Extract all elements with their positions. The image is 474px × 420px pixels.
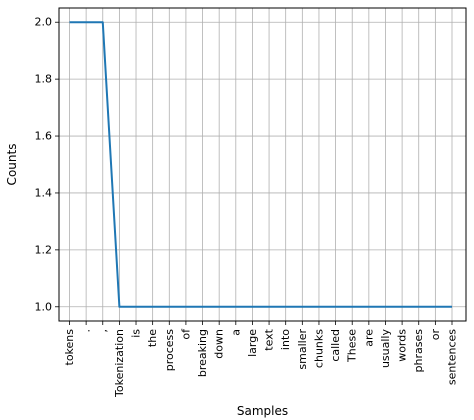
x-tick-label: the — [146, 329, 159, 347]
x-tick-label: tokens — [63, 329, 76, 366]
x-tick-label: or — [429, 329, 442, 341]
x-tick-label: text — [263, 328, 276, 350]
x-tick-label: are — [362, 329, 375, 347]
x-tick-label: These — [346, 329, 359, 363]
y-tick-label: 1.6 — [35, 130, 53, 143]
x-tick-label: smaller — [296, 329, 309, 370]
x-tick-label: sentences — [446, 329, 459, 385]
y-tick-label: 2.0 — [35, 16, 53, 29]
x-tick-label: usually — [379, 329, 392, 369]
x-axis-label: Samples — [237, 404, 288, 418]
x-tick-label: phrases — [412, 329, 425, 373]
x-tick-label: called — [329, 329, 342, 362]
y-tick-label: 1.2 — [35, 243, 53, 256]
series-line — [69, 21, 452, 308]
y-tick-label: 1.8 — [35, 73, 53, 86]
x-tick-label: a — [229, 329, 242, 336]
x-axis-ticks: tokens., Tokenization is the process of breaki… — [63, 321, 459, 398]
plot-area-frame — [58, 7, 467, 322]
x-tick-label: process — [163, 329, 176, 372]
x-tick-label: large — [246, 329, 259, 357]
series-layer — [69, 21, 452, 308]
x-tick-label: words — [396, 329, 409, 362]
x-tick-label: chunks — [312, 329, 325, 368]
x-tick-label: breaking — [196, 329, 209, 377]
x-tick-label: . — [80, 329, 93, 333]
y-tick-label: 1.4 — [35, 186, 53, 199]
x-tick-label: is — [130, 329, 143, 338]
x-tick-label: Tokenization — [113, 329, 126, 398]
x-tick-label: of — [179, 328, 192, 340]
y-axis-ticks: 1.0 1.2 1.4 1.6 1.8 2.0 — [35, 16, 59, 313]
x-tick-label: into — [279, 329, 292, 350]
x-tick-label: , — [96, 329, 109, 333]
y-tick-label: 1.0 — [35, 300, 53, 313]
y-axis-label: Counts — [5, 144, 19, 186]
x-tick-label: down — [213, 329, 226, 359]
grid-lines — [59, 8, 466, 321]
